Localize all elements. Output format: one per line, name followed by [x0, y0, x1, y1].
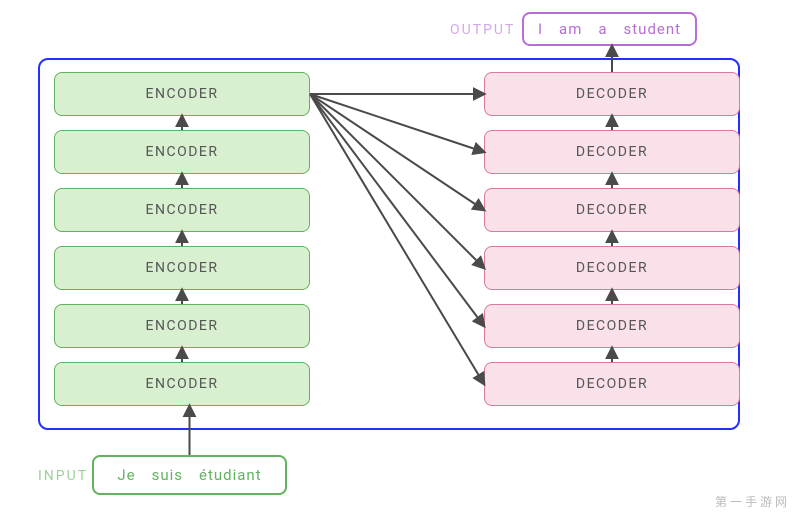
- input-pill: Jesuis étudiant: [92, 455, 287, 495]
- output-label: OUTPUT: [450, 22, 515, 38]
- token: am: [559, 20, 582, 38]
- token: Je: [117, 466, 135, 484]
- input-label: INPUT: [38, 468, 88, 484]
- encoder-block: ENCODER: [54, 188, 310, 232]
- token: a: [598, 20, 607, 38]
- token: I: [538, 20, 543, 38]
- decoder-block: DECODER: [484, 72, 740, 116]
- token: suis: [152, 466, 183, 484]
- encoder-block: ENCODER: [54, 246, 310, 290]
- decoder-block: DECODER: [484, 130, 740, 174]
- output-pill: Iama student: [522, 12, 697, 46]
- decoder-block: DECODER: [484, 246, 740, 290]
- encoder-block: ENCODER: [54, 72, 310, 116]
- decoder-block: DECODER: [484, 362, 740, 406]
- token: student: [624, 20, 682, 38]
- decoder-block: DECODER: [484, 304, 740, 348]
- watermark: 第一手游网: [715, 493, 790, 510]
- encoder-block: ENCODER: [54, 304, 310, 348]
- token: étudiant: [199, 466, 262, 484]
- encoder-block: ENCODER: [54, 130, 310, 174]
- encoder-block: ENCODER: [54, 362, 310, 406]
- decoder-block: DECODER: [484, 188, 740, 232]
